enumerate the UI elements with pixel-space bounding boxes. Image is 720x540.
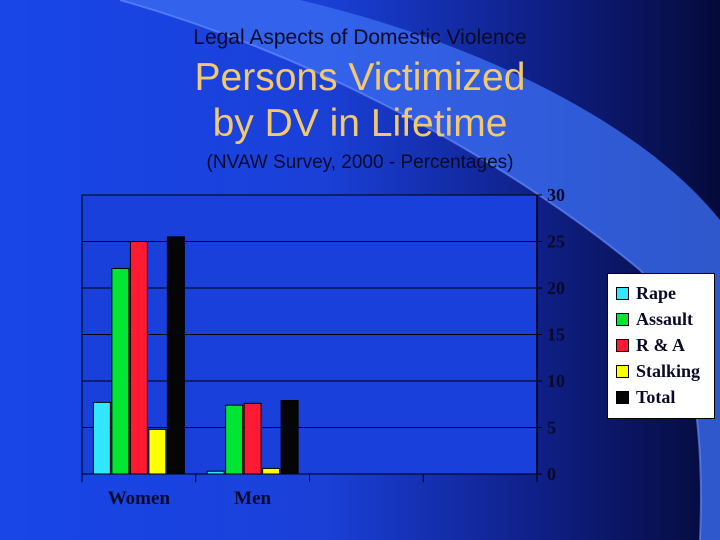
- y-tick-label: 30: [547, 185, 565, 205]
- bar-women-5: [166, 236, 185, 475]
- legend-item: R & A: [616, 334, 685, 356]
- y-tick-label: 15: [547, 325, 565, 345]
- y-tick-label: 20: [547, 278, 565, 298]
- legend-swatch: [616, 286, 629, 300]
- legend-item: Stalking: [616, 360, 700, 382]
- x-category-label: Women: [108, 488, 171, 509]
- legend-item: Total: [616, 386, 675, 408]
- bar-women-3: [129, 241, 148, 475]
- legend-label: Stalking: [636, 360, 701, 381]
- y-tick-label: 25: [547, 232, 565, 252]
- bar-women-1: [92, 401, 111, 475]
- bar-women-4: [148, 428, 167, 475]
- legend-label: Rape: [636, 282, 676, 303]
- legend-swatch: [616, 338, 629, 352]
- bar-women-2: [111, 267, 130, 475]
- bar-men-4: [262, 467, 281, 475]
- bar-men-3: [243, 402, 262, 475]
- bar-men-5: [280, 400, 299, 475]
- legend-label: R & A: [636, 334, 685, 355]
- legend-label: Total: [636, 386, 676, 407]
- legend-item: Rape: [616, 282, 676, 304]
- legend-item: Assault: [616, 308, 693, 330]
- slide-title: Persons Victimized by DV in Lifetime: [0, 55, 720, 147]
- chart-legend: Rape Assault R & A Stalking Total: [607, 273, 715, 419]
- slide-title-line1: Persons Victimized: [194, 56, 526, 99]
- y-tick-label: 10: [547, 371, 565, 391]
- legend-swatch: [616, 312, 629, 326]
- legend-swatch: [616, 390, 629, 404]
- legend-label: Assault: [636, 308, 694, 329]
- y-tick-label: 0: [547, 464, 556, 484]
- presentation-kicker: Legal Aspects of Domestic Violence: [193, 26, 527, 49]
- y-tick-label: 5: [547, 418, 556, 438]
- slide-subtitle: (NVAW Survey, 2000 - Percentages): [206, 152, 514, 173]
- slide-title-line2: by DV in Lifetime: [212, 102, 508, 145]
- bar-men-1: [206, 470, 225, 475]
- bar-men-2: [225, 404, 244, 475]
- legend-swatch: [616, 364, 629, 378]
- x-category-label: Men: [234, 488, 271, 509]
